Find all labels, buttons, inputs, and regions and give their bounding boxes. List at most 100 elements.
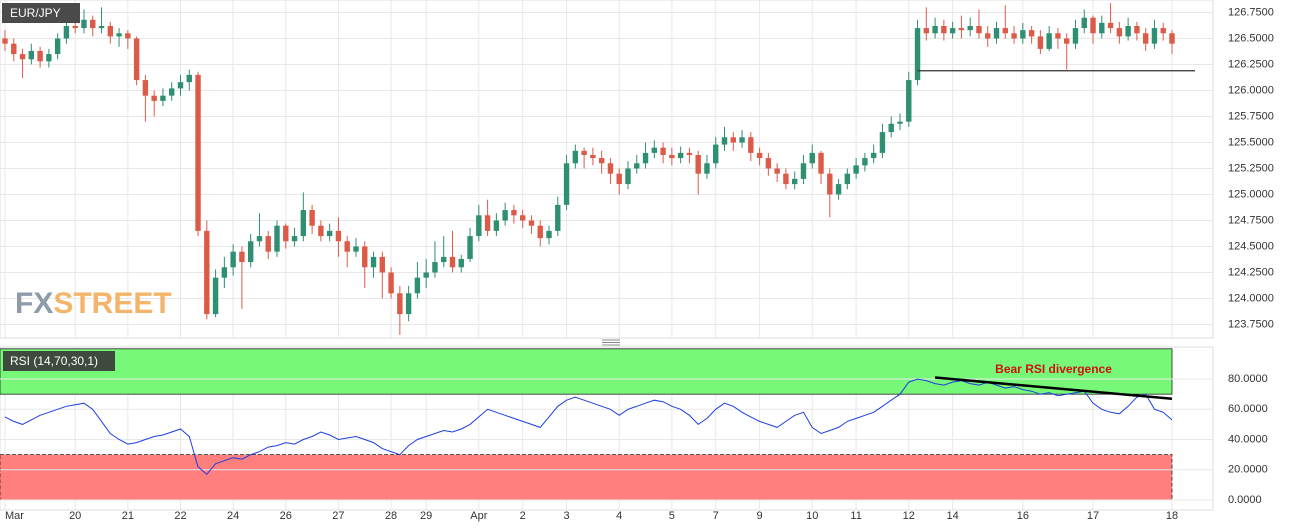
candle-body: [704, 163, 710, 174]
trend-line: [934, 376, 1173, 400]
y-tick-label: 125.7500: [1228, 110, 1274, 122]
candle-body: [1125, 26, 1131, 37]
rsi-line: [4, 378, 1173, 476]
candle-body: [783, 173, 789, 185]
candle-body: [151, 95, 157, 101]
x-tick-label: 28: [385, 510, 397, 522]
candle-body: [502, 210, 508, 221]
candle-body: [1081, 17, 1087, 29]
candle-body: [721, 137, 728, 145]
candle-body: [230, 251, 236, 268]
candle-body: [1028, 30, 1035, 37]
x-tick-label: 20: [69, 510, 81, 522]
candle-body: [177, 82, 184, 89]
candle-body: [616, 173, 622, 185]
candle-body: [370, 256, 377, 268]
y-tick-label: 40.0000: [1228, 433, 1268, 445]
candle-body: [1011, 33, 1017, 39]
candle-body: [72, 26, 78, 29]
candle-body: [1160, 28, 1166, 34]
candle-body: [870, 152, 877, 159]
candle-body: [116, 33, 122, 37]
candle-body: [958, 28, 965, 31]
y-tick-label: 20.0000: [1228, 464, 1268, 476]
candle-body: [555, 204, 561, 231]
annotation: Bear RSI divergence: [995, 362, 1112, 376]
y-tick-label: 123.7500: [1228, 318, 1274, 330]
x-tick-label: 29: [420, 510, 432, 522]
x-tick-label: 14: [947, 510, 959, 522]
x-tick-label: 24: [227, 510, 239, 522]
panel-handle[interactable]: [602, 339, 620, 346]
candle-body: [142, 80, 149, 96]
candle-body: [247, 241, 254, 263]
y-tick-label: 125.0000: [1228, 188, 1274, 200]
y-tick-label: 125.2500: [1228, 162, 1274, 174]
candle-body: [756, 152, 763, 159]
candle-body: [484, 215, 491, 231]
candle-body: [19, 54, 26, 60]
watermark-fx: FX: [15, 287, 53, 320]
x-tick-label: Mar: [5, 510, 24, 522]
price-panel: [0, 0, 1214, 339]
candle-body: [63, 26, 70, 39]
candle-body: [133, 38, 140, 81]
candle-body: [1134, 26, 1140, 34]
candle-body: [11, 43, 17, 55]
candle-body: [809, 152, 815, 164]
candle-body: [932, 26, 938, 34]
candle-body: [1002, 28, 1008, 34]
candle-body: [1090, 17, 1096, 34]
candle-body: [441, 256, 447, 263]
candle-body: [204, 230, 210, 315]
candle-body: [563, 163, 570, 205]
candle-body: [818, 152, 824, 174]
candle-body: [90, 19, 96, 29]
watermark: FXSTREET: [15, 287, 172, 320]
x-tick-label: 9: [757, 510, 763, 522]
x-tick-label: 5: [669, 510, 675, 522]
candle-body: [353, 246, 359, 252]
y-tick-label: 126.7500: [1228, 6, 1274, 18]
candle-body: [862, 158, 868, 166]
rsi-label-box: [3, 351, 115, 371]
candle-body: [625, 168, 631, 185]
candle-body: [1020, 30, 1026, 39]
candle-body: [642, 152, 649, 164]
x-tick-label: 21: [122, 510, 134, 522]
candle-body: [265, 236, 271, 252]
candle-body: [414, 277, 421, 294]
candle-body: [835, 184, 842, 195]
candle-body: [1037, 36, 1044, 49]
x-tick-label: 3: [564, 510, 570, 522]
candle-body: [607, 163, 614, 174]
candle-body: [397, 293, 403, 315]
candle-body: [985, 33, 991, 39]
candle-body: [1046, 33, 1052, 49]
band: [0, 348, 1173, 395]
y-tick-label: 60.0000: [1228, 403, 1268, 415]
candle-body: [748, 137, 754, 153]
candle-body: [291, 236, 298, 242]
candle-body: [212, 277, 219, 315]
candle-body: [125, 33, 131, 39]
candle-body: [1142, 33, 1149, 44]
candle-body: [344, 241, 350, 252]
candle-body: [572, 150, 579, 164]
candle-body: [256, 236, 263, 242]
y-tick-label: 125.5000: [1228, 136, 1274, 148]
candle-body: [221, 267, 228, 278]
y-tick-label: 126.0000: [1228, 84, 1274, 96]
y-tick-label: 126.5000: [1228, 32, 1274, 44]
candle-body: [1169, 33, 1175, 44]
candle-body: [800, 163, 807, 179]
x-tick-label: 7: [713, 510, 719, 522]
title-box: [2, 3, 80, 23]
candle-body: [1107, 22, 1114, 29]
candle-body: [906, 80, 912, 122]
y-tick-label: 0.0000: [1228, 494, 1262, 506]
candle-body: [888, 123, 894, 133]
candle-body: [537, 225, 543, 239]
candle-body: [388, 272, 394, 294]
y-tick-label: 124.2500: [1228, 266, 1274, 278]
